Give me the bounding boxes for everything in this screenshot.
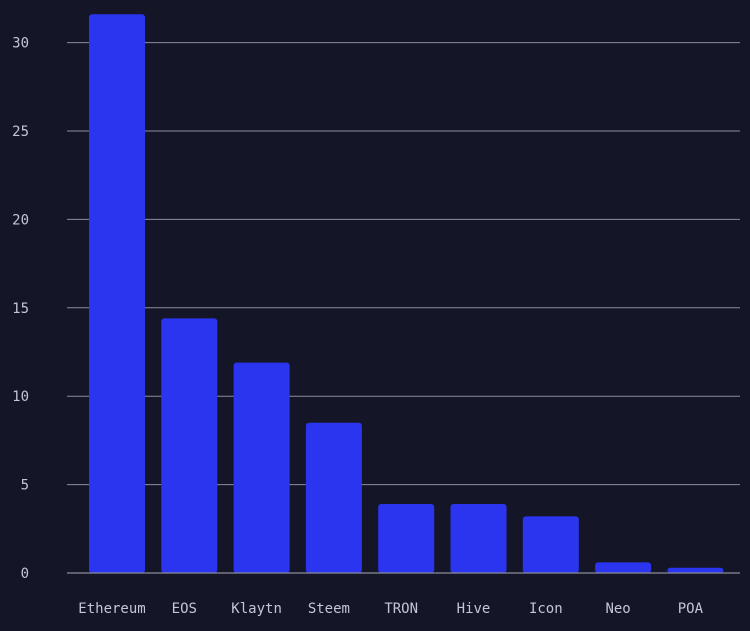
bar-hive <box>450 504 507 573</box>
bar-eos <box>161 318 218 573</box>
y-tick-label: 15 <box>12 301 29 317</box>
bar-ethereum <box>89 14 145 573</box>
x-tick-label: Hive <box>457 601 491 617</box>
x-tick-label: Icon <box>529 601 563 617</box>
y-axis-tick-labels: 0 5 10 15 20 25 30 <box>12 36 29 582</box>
bar-steem <box>305 422 362 573</box>
bar-klaytn <box>233 362 290 573</box>
bar-icon <box>522 516 579 573</box>
x-tick-label: EOS <box>172 601 197 617</box>
bars <box>89 14 724 573</box>
x-tick-label: TRON <box>384 601 418 617</box>
x-tick-label: Steem <box>308 601 350 617</box>
x-tick-label: Neo <box>605 601 630 617</box>
y-tick-label: 30 <box>12 36 29 52</box>
y-tick-label: 5 <box>21 478 29 494</box>
y-tick-label: 20 <box>12 212 29 228</box>
bar-neo <box>595 562 652 573</box>
bar-tron <box>378 504 435 573</box>
x-tick-label: Klaytn <box>231 601 282 617</box>
x-tick-label: Ethereum <box>78 601 145 617</box>
y-tick-label: 25 <box>12 124 29 140</box>
x-axis-tick-labels: Ethereum EOS Klaytn Steem TRON Hive Icon Neo POA <box>78 601 703 617</box>
y-tick-label: 10 <box>12 389 29 405</box>
bar-poa <box>667 567 724 573</box>
x-tick-label: POA <box>678 601 704 617</box>
y-tick-label: 0 <box>21 566 29 582</box>
